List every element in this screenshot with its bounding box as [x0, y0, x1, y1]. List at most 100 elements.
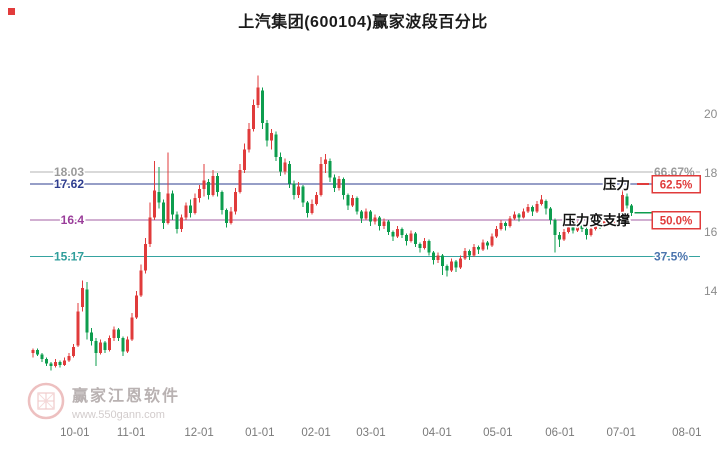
candle-up [499, 223, 503, 230]
candle-down [40, 354, 44, 359]
candle-down [616, 217, 620, 219]
watermark-brand: 赢家江恩软件 [72, 388, 181, 405]
candle-up [423, 240, 426, 249]
candle-down [207, 181, 210, 196]
candle-up [234, 192, 237, 212]
candle-up [324, 159, 327, 165]
candle-down [378, 217, 381, 227]
candle-down [445, 265, 449, 271]
candle-up [382, 221, 386, 227]
pct-badge-label: 62.5% [660, 180, 693, 192]
candle-down [36, 350, 39, 355]
candle-up [297, 186, 300, 196]
candle-up [576, 224, 579, 231]
y-axis-label: 16 [704, 225, 718, 239]
candle-down [387, 221, 390, 232]
candle-up [283, 162, 287, 172]
x-axis-label: 08-01 [672, 427, 701, 439]
watermark-url: www.550gann.com [72, 408, 165, 421]
candle-down [292, 183, 296, 196]
candle-down [346, 195, 350, 206]
candle-down [630, 205, 633, 213]
candle-up [540, 199, 543, 204]
candle-down [598, 223, 602, 227]
candle-up [184, 205, 188, 218]
candle-up [450, 261, 453, 271]
pct-badge [651, 174, 701, 194]
candle-up [373, 217, 377, 222]
candle-down [117, 329, 120, 339]
candle-down [274, 134, 278, 157]
candle-up [202, 180, 206, 190]
candle-down [94, 341, 98, 353]
candle-down [189, 205, 192, 213]
candle-up [243, 149, 246, 171]
candle-up [252, 105, 255, 129]
candle-up [198, 189, 201, 199]
y-axis-label: 20 [704, 107, 718, 121]
candle-up [459, 258, 462, 268]
x-axis-label: 12-01 [184, 427, 213, 439]
candle-down [580, 224, 584, 230]
candle-up [463, 251, 467, 259]
level-annotation: 压力变支撑 [563, 212, 631, 228]
candle-down [225, 209, 228, 224]
candle-down [544, 201, 548, 209]
level-price-label: 16.4 [61, 213, 85, 227]
x-axis-label: 03-01 [356, 427, 385, 439]
candle-up [396, 229, 399, 237]
candle-up [180, 217, 183, 230]
candle-down [171, 193, 174, 215]
candle-up [81, 288, 84, 308]
candle-up [481, 242, 485, 250]
candle-up [594, 223, 597, 230]
candle-down [360, 211, 363, 219]
candle-down [454, 261, 458, 268]
candle-up [562, 232, 566, 240]
candle-up [148, 217, 152, 244]
candle-up [508, 218, 512, 227]
candle-down [405, 234, 408, 241]
candle-up [472, 246, 476, 256]
level-annotation: 压力 [603, 176, 630, 192]
candle-up [76, 311, 80, 346]
candle-up [153, 190, 156, 218]
x-axis-label: 04-01 [422, 427, 451, 439]
candle-up [54, 361, 57, 367]
candle-up [193, 198, 197, 213]
candle-up [238, 170, 242, 193]
candle-down [558, 234, 561, 240]
candle-up [310, 203, 314, 213]
candle-up [495, 229, 498, 237]
candle-up [351, 198, 354, 206]
candle-up [229, 211, 233, 224]
candle-down [585, 229, 588, 235]
candle-down [400, 229, 404, 235]
candle-down [625, 196, 629, 206]
candle-up [67, 355, 71, 361]
x-axis-label: 06-01 [545, 427, 574, 439]
y-axis-label: 18 [704, 166, 718, 180]
candle-up [270, 133, 273, 141]
candle-up [211, 175, 215, 196]
candle-down [468, 251, 471, 256]
candle-down [220, 192, 224, 210]
candle-down [517, 214, 521, 218]
candle-up [364, 211, 368, 219]
pct-badge [651, 210, 701, 230]
candle-up [490, 236, 494, 246]
candle-up [315, 195, 318, 204]
candle-up [247, 128, 251, 150]
x-axis-label: 02-01 [301, 427, 330, 439]
candle-up [535, 203, 539, 212]
candle-up [31, 350, 35, 353]
page-title: 上汽集团(600104)赢家波段百分比 [238, 14, 488, 31]
x-axis-label: 05-01 [483, 427, 512, 439]
candle-down [162, 202, 165, 224]
candle-down [45, 358, 48, 364]
candle-down [90, 332, 93, 342]
level-price-label: 17.62 [54, 177, 84, 191]
candle-down [414, 233, 417, 244]
candle-down [85, 289, 89, 333]
